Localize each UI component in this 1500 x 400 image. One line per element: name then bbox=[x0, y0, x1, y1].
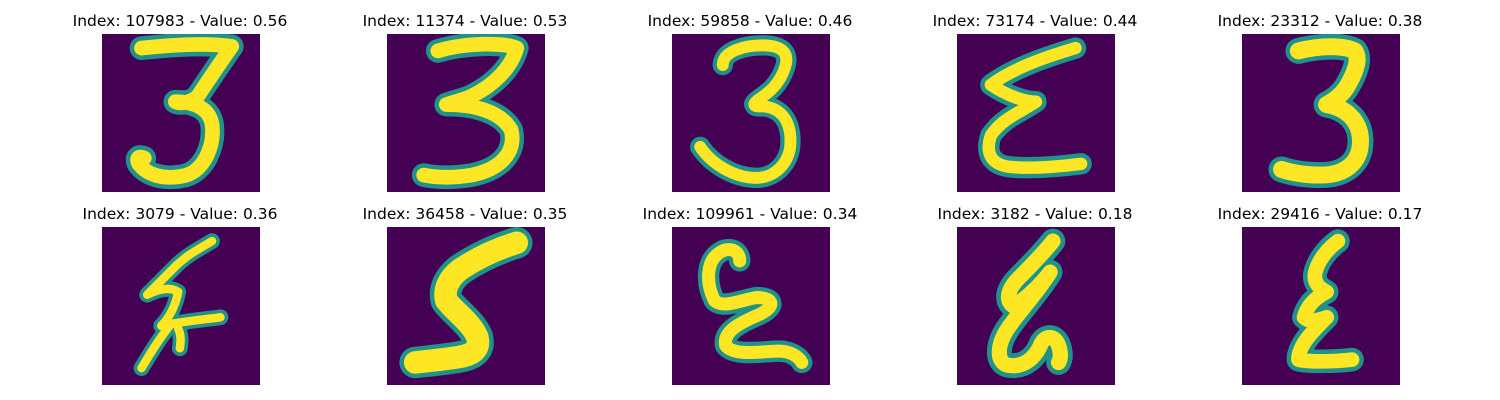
digit-panel: Index: 59858 - Value: 0.46 bbox=[600, 0, 900, 192]
panel-title: Index: 29416 - Value: 0.17 bbox=[1217, 205, 1423, 223]
panel-title: Index: 11374 - Value: 0.53 bbox=[362, 12, 568, 30]
digit-image bbox=[1242, 34, 1400, 192]
digit-panel: Index: 23312 - Value: 0.38 bbox=[1170, 0, 1470, 192]
digit-image bbox=[957, 34, 1115, 192]
digit-image bbox=[102, 227, 260, 385]
panel-title: Index: 3079 - Value: 0.36 bbox=[82, 205, 278, 223]
panel-title: Index: 107983 - Value: 0.56 bbox=[72, 12, 288, 30]
digit-panel: Index: 36458 - Value: 0.35 bbox=[315, 193, 615, 385]
digit-panel: Index: 3182 - Value: 0.18 bbox=[885, 193, 1185, 385]
digit-panel: Index: 107983 - Value: 0.56 bbox=[30, 0, 330, 192]
digit-image bbox=[387, 227, 545, 385]
digit-panel: Index: 11374 - Value: 0.53 bbox=[315, 0, 615, 192]
digit-panel: Index: 73174 - Value: 0.44 bbox=[885, 0, 1185, 192]
digit-image bbox=[1242, 227, 1400, 385]
panel-title: Index: 73174 - Value: 0.44 bbox=[932, 12, 1138, 30]
panel-title: Index: 23312 - Value: 0.38 bbox=[1217, 12, 1423, 30]
digit-image bbox=[387, 34, 545, 192]
digit-image bbox=[102, 34, 260, 192]
digit-image bbox=[957, 227, 1115, 385]
panel-title: Index: 36458 - Value: 0.35 bbox=[362, 205, 568, 223]
digit-panel: Index: 29416 - Value: 0.17 bbox=[1170, 193, 1470, 385]
digit-image bbox=[672, 34, 830, 192]
panel-title: Index: 59858 - Value: 0.46 bbox=[647, 12, 853, 30]
digit-image bbox=[672, 227, 830, 385]
panel-title: Index: 109961 - Value: 0.34 bbox=[642, 205, 858, 223]
panel-title: Index: 3182 - Value: 0.18 bbox=[937, 205, 1133, 223]
digit-panel: Index: 109961 - Value: 0.34 bbox=[600, 193, 900, 385]
digit-panel: Index: 3079 - Value: 0.36 bbox=[30, 193, 330, 385]
